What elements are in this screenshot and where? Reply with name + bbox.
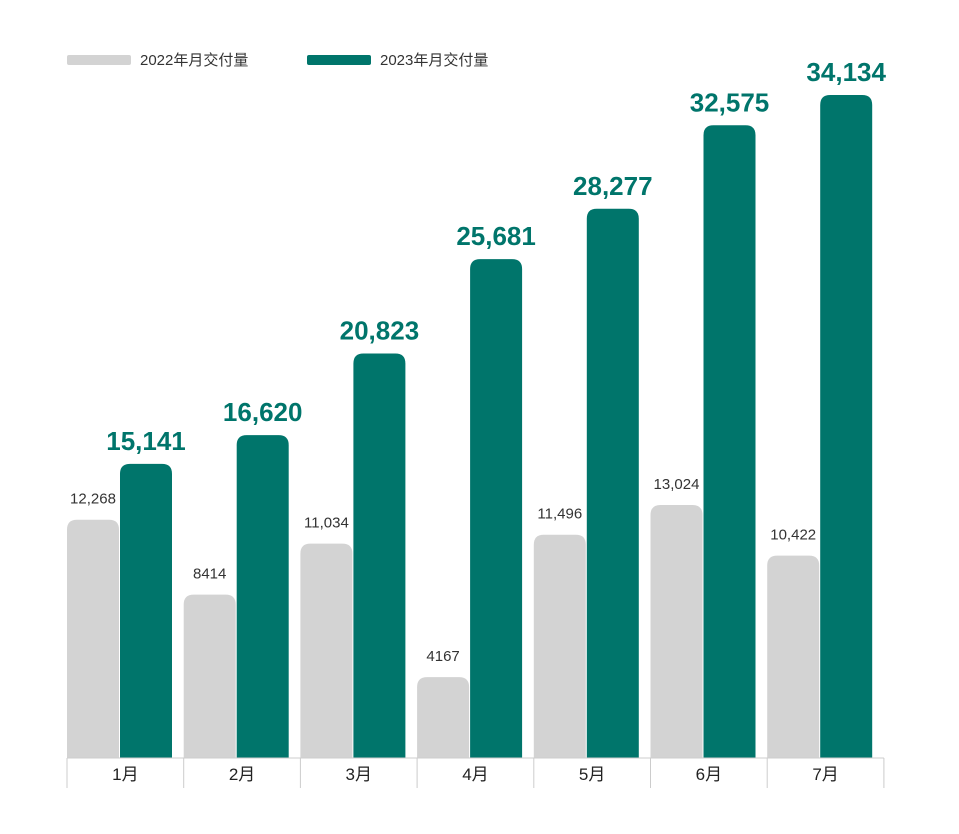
data-label-2022-1: 12,268	[70, 491, 116, 508]
bar-2023-6	[703, 125, 756, 759]
data-label-2023-2: 16,620	[223, 397, 303, 427]
data-label-2023-7: 34,134	[806, 57, 886, 87]
data-label-2023-3: 20,823	[340, 316, 420, 346]
data-label-2023-6: 32,575	[690, 87, 770, 117]
bar-2022-5	[533, 534, 586, 758]
data-label-2023-5: 28,277	[573, 171, 653, 201]
bar-2022-1	[67, 519, 119, 758]
bar-2022-7	[767, 555, 820, 758]
legend-swatch-2022	[67, 55, 131, 65]
legend-swatch-2023	[307, 55, 371, 65]
bar-2023-2	[236, 435, 289, 758]
bar-2023-4	[470, 259, 523, 758]
legend-label-2022: 2022年月交付量	[140, 51, 248, 69]
bar-2023-7	[820, 95, 873, 758]
data-labels: 12,268 15,141 8414 16,620 11,034 20,823 4167 25…	[70, 57, 886, 665]
data-label-2022-2: 8414	[193, 566, 226, 583]
x-tick-label-1: 1月	[112, 765, 138, 784]
legend: 2022年月交付量 2023年月交付量	[67, 51, 488, 69]
data-label-2022-5: 11,496	[537, 506, 582, 523]
bar-2022-4	[417, 677, 470, 758]
x-axis: 1月 2月 3月 4月 5月 6月 7月	[66, 757, 885, 788]
legend-label-2023: 2023年月交付量	[380, 51, 488, 69]
data-label-2022-3: 11,034	[304, 515, 349, 532]
bar-2023-5	[586, 208, 639, 759]
x-tick-label-7: 7月	[812, 765, 838, 784]
data-label-2023-4: 25,681	[456, 221, 536, 251]
data-label-2022-7: 10,422	[770, 527, 816, 544]
bar-2023-3	[353, 353, 406, 758]
x-tick-label-4: 4月	[462, 765, 488, 784]
bar-2022-6	[650, 505, 703, 758]
data-label-2022-4: 4167	[426, 648, 459, 665]
x-tick-label-2: 2月	[229, 765, 255, 784]
bars	[67, 95, 873, 759]
x-tick-label-6: 6月	[696, 765, 722, 784]
x-tick-label-3: 3月	[346, 765, 372, 784]
bar-2022-2	[183, 594, 236, 758]
bar-2023-1	[120, 463, 172, 758]
data-label-2023-1: 15,141	[106, 426, 186, 456]
data-label-2022-6: 13,024	[654, 476, 700, 493]
x-tick-label-5: 5月	[579, 765, 605, 784]
bar-2022-3	[300, 543, 353, 758]
